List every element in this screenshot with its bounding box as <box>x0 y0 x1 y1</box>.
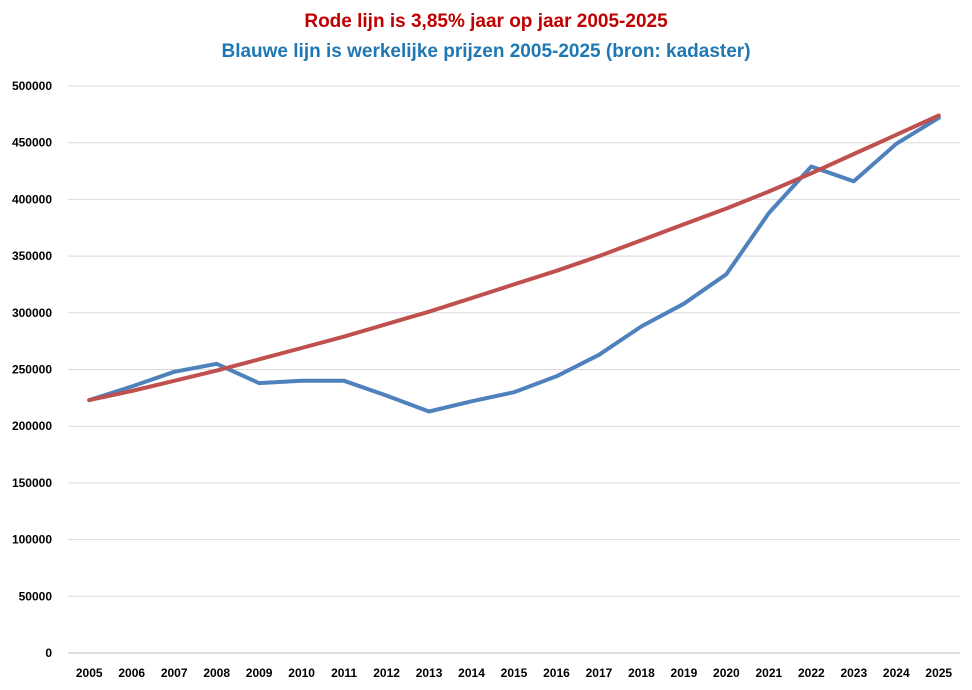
x-tick-label: 2020 <box>713 666 740 680</box>
x-tick-label: 2012 <box>373 666 400 680</box>
series-line-1 <box>87 113 941 403</box>
x-tick-label: 2017 <box>586 666 613 680</box>
x-tick-label: 2021 <box>756 666 783 680</box>
y-tick-label: 0 <box>45 646 52 660</box>
x-tick-label: 2019 <box>671 666 698 680</box>
y-tick-label: 250000 <box>12 363 52 377</box>
y-tick-label: 50000 <box>19 589 53 603</box>
y-tick-label: 350000 <box>12 249 52 263</box>
x-tick-label: 2008 <box>203 666 230 680</box>
x-tick-label: 2010 <box>288 666 315 680</box>
y-tick-label: 150000 <box>12 476 52 490</box>
y-tick-label: 500000 <box>12 79 52 93</box>
chart-subtitle: Blauwe lijn is werkelijke prijzen 2005-2… <box>221 41 751 62</box>
x-tick-label: 2006 <box>118 666 145 680</box>
x-tick-label: 2011 <box>331 666 357 680</box>
y-tick-label: 300000 <box>12 306 52 320</box>
x-tick-label: 2025 <box>925 666 952 680</box>
x-tick-label: 2023 <box>840 666 867 680</box>
y-tick-label: 450000 <box>12 136 52 150</box>
x-tick-label: 2018 <box>628 666 655 680</box>
x-tick-label: 2013 <box>416 666 443 680</box>
x-tick-label: 2024 <box>883 666 910 680</box>
x-tick-label: 2007 <box>161 666 188 680</box>
x-tick-label: 2022 <box>798 666 825 680</box>
x-tick-label: 2014 <box>458 666 485 680</box>
x-tick-label: 2016 <box>543 666 570 680</box>
y-tick-label: 100000 <box>12 533 52 547</box>
x-tick-label: 2005 <box>76 666 103 680</box>
x-tick-label: 2015 <box>501 666 528 680</box>
y-tick-label: 400000 <box>12 192 52 206</box>
series-line-0 <box>87 115 941 414</box>
y-tick-label: 200000 <box>12 419 52 433</box>
chart-title: Rode lijn is 3,85% jaar op jaar 2005-202… <box>304 11 668 32</box>
x-tick-label: 2009 <box>246 666 273 680</box>
